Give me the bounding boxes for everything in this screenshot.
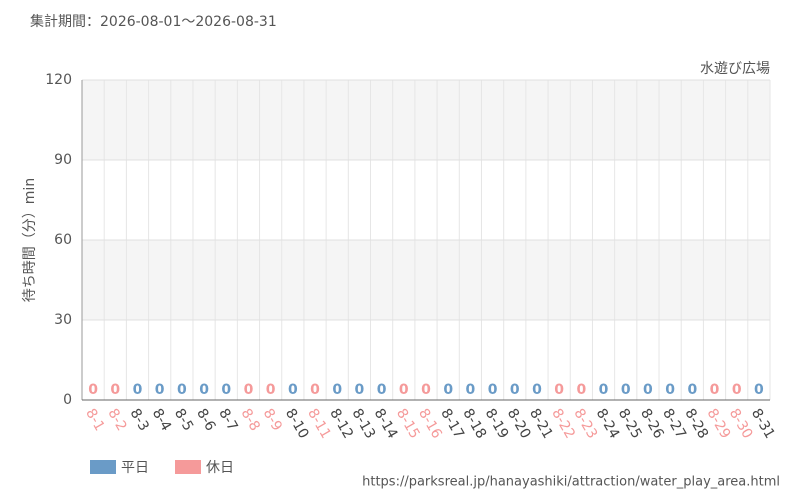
chart-title: 集計期間：2026-08-01～2026-08-31 (30, 13, 277, 30)
value-label: 0 (510, 382, 520, 398)
x-tick-label: 8-9 (260, 406, 285, 434)
value-label: 0 (466, 382, 476, 398)
value-label: 0 (754, 382, 764, 398)
grid-band (82, 240, 770, 320)
value-label: 0 (221, 382, 231, 398)
y-tick-label: 30 (54, 312, 72, 328)
x-tick-label: 8-6 (193, 406, 218, 434)
value-label: 0 (88, 382, 98, 398)
source-url: https://parksreal.jp/hanayashiki/attract… (362, 475, 780, 490)
value-label: 0 (576, 382, 586, 398)
grid-band (82, 80, 770, 160)
value-label: 0 (377, 382, 387, 398)
value-label: 0 (687, 382, 697, 398)
value-label: 0 (488, 382, 498, 398)
value-label: 0 (665, 382, 675, 398)
legend-label: 平日 (121, 460, 149, 476)
value-label: 0 (110, 382, 120, 398)
value-label: 0 (399, 382, 409, 398)
x-tick-label: 8-3 (127, 406, 152, 434)
value-label: 0 (310, 382, 320, 398)
value-label: 0 (355, 382, 365, 398)
value-label: 0 (599, 382, 609, 398)
y-axis-label: 待ち時間（分）min (22, 178, 38, 302)
legend-label: 休日 (206, 460, 234, 476)
value-label: 0 (133, 382, 143, 398)
legend-swatch (175, 460, 201, 474)
y-tick-label: 90 (54, 152, 72, 168)
legend-swatch (90, 460, 116, 474)
chart-subtitle: 水遊び広場 (700, 61, 770, 77)
value-label: 0 (443, 382, 453, 398)
value-label: 0 (621, 382, 631, 398)
value-label: 0 (710, 382, 720, 398)
value-label: 0 (643, 382, 653, 398)
y-tick-label: 0 (63, 392, 72, 408)
value-label: 0 (288, 382, 298, 398)
value-label: 0 (532, 382, 542, 398)
value-label: 0 (244, 382, 254, 398)
x-tick-label: 8-7 (215, 406, 240, 434)
x-tick-label: 8-4 (149, 406, 174, 434)
value-label: 0 (554, 382, 564, 398)
value-label: 0 (732, 382, 742, 398)
value-label: 0 (332, 382, 342, 398)
y-tick-label: 120 (45, 72, 72, 88)
value-label: 0 (177, 382, 187, 398)
x-tick-label: 8-5 (171, 406, 196, 434)
x-tick-label: 8-8 (238, 406, 263, 434)
x-tick-label: 8-1 (82, 406, 107, 434)
value-label: 0 (421, 382, 431, 398)
x-tick-label: 8-31 (748, 406, 778, 442)
value-label: 0 (266, 382, 276, 398)
value-label: 0 (155, 382, 165, 398)
x-tick-label: 8-2 (104, 406, 129, 434)
y-tick-label: 60 (54, 232, 72, 248)
value-label: 0 (199, 382, 209, 398)
